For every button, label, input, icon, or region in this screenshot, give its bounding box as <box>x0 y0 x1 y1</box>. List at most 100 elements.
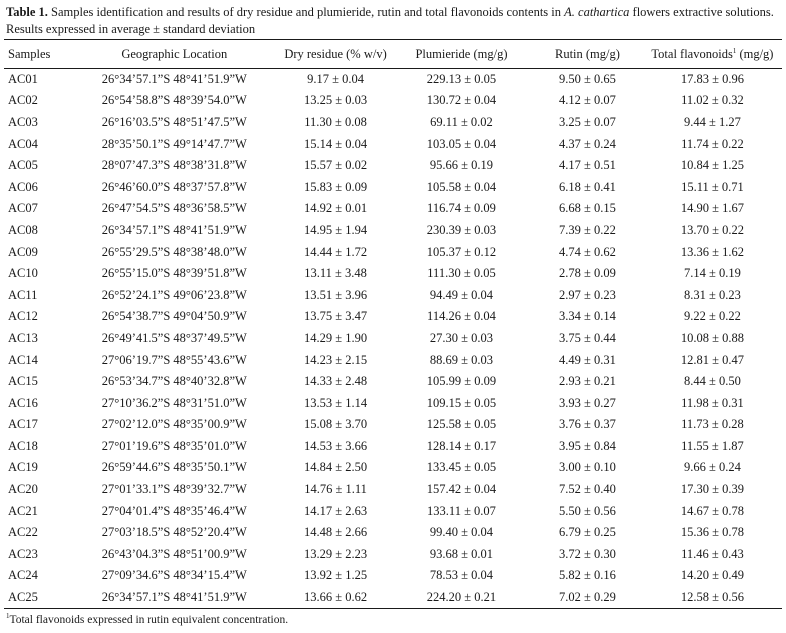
cell-total-flavonoids: 11.55 ± 1.87 <box>681 438 744 453</box>
cell-sample: AC20 <box>8 482 38 497</box>
table-row: AC18 27°01’19.6”S 48°35’01.0”W 14.53 ± 3.6… <box>4 436 782 458</box>
cell-total-flavonoids: 11.98 ± 0.31 <box>681 395 744 410</box>
cell-dry-residue: 14.53 ± 3.66 <box>303 438 368 453</box>
table-row: AC22 27°03’18.5”S 48°52’20.4”W 14.48 ± 2.6… <box>4 522 782 544</box>
cell-sample: AC14 <box>8 352 38 367</box>
table-row: AC06 26°46’60.0”S 48°37’57.8”W 15.83 ± 0.0… <box>4 176 782 198</box>
cell-dry-residue: 14.23 ± 2.15 <box>303 352 368 367</box>
table-row: AC17 27°02’12.0”S 48°35’00.9”W 15.08 ± 3.7… <box>4 414 782 436</box>
table-row: AC23 26°43’04.3”S 48°51’00.9”W 13.29 ± 2.2… <box>4 544 782 566</box>
cell-location: 28°35’50.1”S 49°14’47.7”W <box>101 136 247 151</box>
header-location: Geographic Location <box>68 39 281 69</box>
cell-total-flavonoids: 15.11 ± 0.71 <box>681 179 744 194</box>
table-row: AC16 27°10’36.2”S 48°31’51.0”W 13.53 ± 1.1… <box>4 392 782 414</box>
cell-rutin: 3.75 ± 0.44 <box>559 330 616 345</box>
cell-sample: AC21 <box>8 503 38 518</box>
cell-rutin: 2.97 ± 0.23 <box>559 287 616 302</box>
table-row: AC05 28°07’47.3”S 48°38’31.8”W 15.57 ± 0.0… <box>4 155 782 177</box>
cell-rutin: 6.79 ± 0.25 <box>559 525 616 540</box>
cell-location: 27°04’01.4”S 48°35’46.4”W <box>101 503 247 518</box>
table-row: AC12 26°54’38.7”S 49°04’50.9”W 13.75 ± 3.4… <box>4 306 782 328</box>
header-flav-footnote-mark: 1 <box>732 46 737 55</box>
cell-location: 26°34’57.1”S 48°41’51.9”W <box>68 586 281 609</box>
cell-location: 26°47’54.5”S 48°36’58.5”W <box>101 201 247 216</box>
cell-sample: AC07 <box>8 201 38 216</box>
cell-dry-residue: 13.53 ± 1.14 <box>303 395 368 410</box>
cell-location: 27°02’12.0”S 48°35’00.9”W <box>101 417 247 432</box>
table-row: AC19 26°59’44.6”S 48°35’50.1”W 14.84 ± 2.5… <box>4 457 782 479</box>
cell-sample: AC25 <box>4 586 69 609</box>
cell-location: 26°54’58.8”S 48°39’54.0”W <box>101 93 247 108</box>
cell-dry-residue: 15.57 ± 0.02 <box>303 158 368 173</box>
results-table: Samples Geographic Location Dry residue … <box>4 39 782 609</box>
cell-plumieride: 133.11 ± 0.07 <box>427 503 496 518</box>
cell-plumieride: 78.53 ± 0.04 <box>429 568 494 583</box>
table-row: AC15 26°53’34.7”S 48°40’32.8”W 14.33 ± 2.4… <box>4 371 782 393</box>
cell-dry-residue: 13.51 ± 3.96 <box>303 287 368 302</box>
cell-rutin: 2.78 ± 0.09 <box>559 266 616 281</box>
table-row: AC10 26°55’15.0”S 48°39’51.8”W 13.11 ± 3.4… <box>4 263 782 285</box>
cell-rutin: 3.34 ± 0.14 <box>559 309 616 324</box>
cell-dry-residue: 13.66 ± 0.62 <box>280 586 391 609</box>
cell-location: 26°46’60.0”S 48°37’57.8”W <box>101 179 247 194</box>
cell-total-flavonoids: 17.30 ± 0.39 <box>680 482 744 497</box>
table-row: AC21 27°04’01.4”S 48°35’46.4”W 14.17 ± 2.6… <box>4 500 782 522</box>
cell-location: 27°09’34.6”S 48°34’15.4”W <box>101 568 247 583</box>
cell-location: 26°59’44.6”S 48°35’50.1”W <box>101 460 247 475</box>
cell-sample: AC13 <box>8 330 38 345</box>
cell-dry-residue: 15.14 ± 0.04 <box>303 136 368 151</box>
cell-dry-residue: 14.76 ± 1.11 <box>304 482 367 497</box>
footnote-text: Total flavonoids expressed in rutin equi… <box>9 613 289 626</box>
cell-plumieride: 230.39 ± 0.03 <box>426 222 497 237</box>
cell-total-flavonoids: 8.44 ± 0.50 <box>684 374 741 389</box>
cell-dry-residue: 14.44 ± 1.72 <box>303 244 368 259</box>
cell-rutin: 4.49 ± 0.31 <box>559 352 616 367</box>
cell-sample: AC18 <box>8 438 38 453</box>
table-label: Table 1. <box>6 5 48 19</box>
cell-dry-residue: 15.08 ± 3.70 <box>303 417 368 432</box>
cell-plumieride: 157.42 ± 0.04 <box>426 482 497 497</box>
table-row: AC20 27°01’33.1”S 48°39’32.7”W 14.76 ± 1.1… <box>4 479 782 501</box>
cell-total-flavonoids: 13.36 ± 1.62 <box>680 244 744 259</box>
table-row: AC11 26°52’24.1”S 49°06’23.8”W 13.51 ± 3.9… <box>4 284 782 306</box>
cell-total-flavonoids: 9.22 ± 0.22 <box>684 309 741 324</box>
cell-total-flavonoids: 10.84 ± 1.25 <box>680 158 744 173</box>
table-row: AC02 26°54’58.8”S 48°39’54.0”W 13.25 ± 0.0… <box>4 90 782 112</box>
cell-location: 26°34’57.1”S 48°41’51.9”W <box>101 72 247 87</box>
cell-rutin: 7.39 ± 0.22 <box>559 222 616 237</box>
cell-dry-residue: 13.11 ± 3.48 <box>304 266 367 281</box>
cell-sample: AC03 <box>8 114 38 129</box>
header-row: Samples Geographic Location Dry residue … <box>4 39 782 69</box>
caption-text-before: Samples identification and results of dr… <box>47 5 565 19</box>
table-row: AC03 26°16’03.5”S 48°51’47.5”W 11.30 ± 0.0… <box>4 112 782 134</box>
cell-sample: AC04 <box>8 136 38 151</box>
cell-location: 26°52’24.1”S 49°06’23.8”W <box>101 287 247 302</box>
cell-plumieride: 111.30 ± 0.05 <box>427 266 496 281</box>
cell-rutin: 5.82 ± 0.16 <box>559 568 616 583</box>
cell-total-flavonoids: 13.70 ± 0.22 <box>680 222 744 237</box>
table-row: AC25 26°34’57.1”S 48°41’51.9”W 13.66 ± 0.6… <box>4 586 782 609</box>
cell-total-flavonoids: 15.36 ± 0.78 <box>680 525 744 540</box>
cell-sample: AC05 <box>8 158 38 173</box>
cell-sample: AC12 <box>8 309 38 324</box>
cell-location: 26°16’03.5”S 48°51’47.5”W <box>101 114 247 129</box>
cell-dry-residue: 9.17 ± 0.04 <box>307 72 364 87</box>
cell-plumieride: 105.58 ± 0.04 <box>426 179 497 194</box>
cell-total-flavonoids: 11.73 ± 0.28 <box>681 417 744 432</box>
table-row: AC08 26°34’57.1”S 48°41’51.9”W 14.95 ± 1.9… <box>4 220 782 242</box>
cell-total-flavonoids: 14.90 ± 1.67 <box>680 201 744 216</box>
cell-plumieride: 69.11 ± 0.02 <box>430 114 493 129</box>
cell-plumieride: 128.14 ± 0.17 <box>426 438 497 453</box>
header-flav-label: Total flavonoids <box>651 46 733 61</box>
caption-species: A. cathartica <box>564 5 630 19</box>
cell-rutin: 9.50 ± 0.65 <box>559 72 616 87</box>
cell-dry-residue: 14.84 ± 2.50 <box>303 460 368 475</box>
cell-location: 27°01’33.1”S 48°39’32.7”W <box>101 482 247 497</box>
cell-rutin: 6.68 ± 0.15 <box>559 201 616 216</box>
header-flav-unit: (mg/g) <box>736 46 774 61</box>
table-row: AC13 26°49’41.5”S 48°37’49.5”W 14.29 ± 1.9… <box>4 328 782 350</box>
cell-dry-residue: 11.30 ± 0.08 <box>304 114 367 129</box>
cell-rutin: 3.93 ± 0.27 <box>559 395 616 410</box>
cell-sample: AC06 <box>8 179 38 194</box>
table-row: AC24 27°09’34.6”S 48°34’15.4”W 13.92 ± 1.2… <box>4 565 782 587</box>
